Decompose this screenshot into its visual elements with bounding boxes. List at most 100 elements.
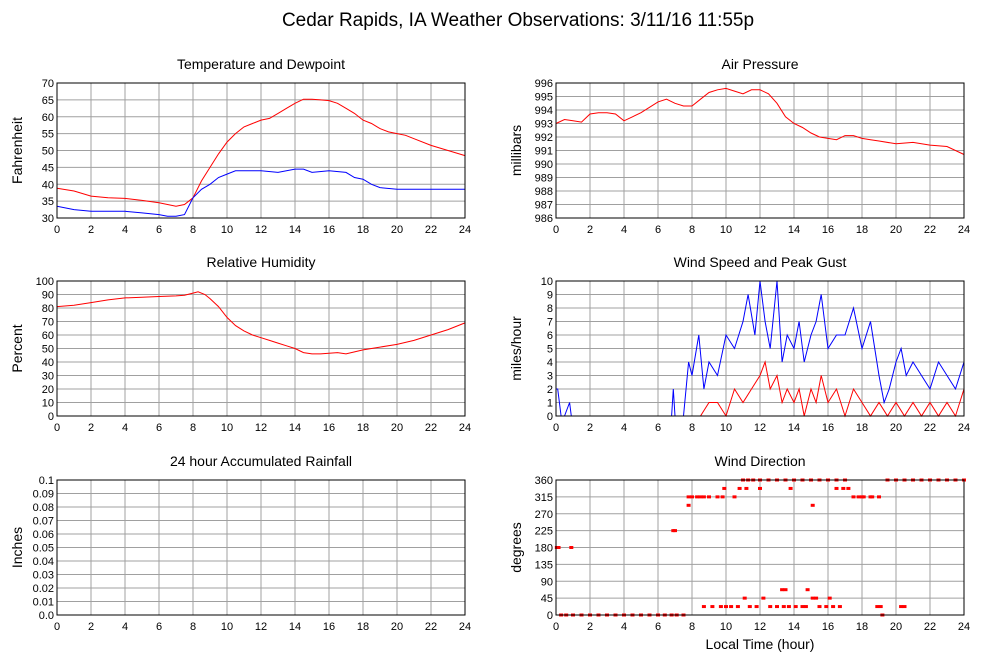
air-pressure-y-tick-label: 994 (535, 105, 553, 117)
wind-direction-point (758, 486, 762, 490)
temperature-dewpoint-x-tick-label: 0 (54, 224, 60, 236)
relative-humidity-y-tick-label: 10 (42, 398, 54, 410)
temperature-dewpoint-x-tick-label: 18 (357, 224, 369, 236)
temperature-dewpoint-x-tick-label: 24 (459, 224, 471, 236)
relative-humidity-x-tick-label: 22 (425, 422, 437, 434)
relative-humidity-chart: 0 2 4 6 8 10 12 14 16 18 20 22 240102030405060708090… (9, 254, 471, 434)
wind-direction-point (800, 605, 805, 609)
wind-direction-point (707, 495, 711, 499)
relative-humidity-series-0-line (56, 291, 466, 355)
relative-humidity-y-tick-label: 80 (42, 303, 54, 315)
temperature-dewpoint-y-tick-label: 35 (42, 196, 54, 208)
wind-direction-title: Wind Direction (714, 453, 805, 469)
wind-speed-gust-x-tick-label: 24 (958, 422, 970, 434)
wind-speed-gust-y-tick-label: 5 (547, 344, 553, 356)
wind-direction-x-tick-label: 14 (788, 621, 800, 633)
relative-humidity-x-tick-label: 16 (323, 422, 335, 434)
wind-direction-y-tick-label: 315 (535, 492, 553, 504)
rainfall-y-tick-label: 0.07 (33, 516, 54, 528)
wind-direction-point (788, 486, 793, 490)
air-pressure-x-tick-label: 12 (754, 224, 766, 236)
wind-direction-point (875, 605, 880, 609)
wind-speed-gust-x-tick-label: 6 (655, 422, 661, 434)
rainfall-x-tick-label: 8 (190, 621, 196, 633)
relative-humidity-y-tick-label: 70 (42, 317, 54, 329)
wind-direction-point (754, 605, 759, 609)
wind-direction-point (686, 495, 691, 499)
page-title: Cedar Rapids, IA Weather Observations: 3… (282, 10, 754, 31)
wind-direction-point (805, 588, 810, 592)
temperature-dewpoint-chart: 0 2 4 6 8 10 12 14 16 18 20 22 24303540455055606570T… (9, 56, 471, 236)
relative-humidity-y-tick-label: 50 (42, 344, 54, 356)
relative-humidity-y-tick-label: 60 (42, 330, 54, 342)
wind-speed-gust-y-tick-label: 1 (547, 398, 553, 410)
wind-direction-point (899, 605, 904, 609)
rainfall-y-tick-label: 0.0 (39, 610, 54, 622)
rainfall-x-tick-label: 4 (122, 621, 128, 633)
wind-direction-point (780, 588, 785, 592)
wind-direction-point (718, 605, 723, 609)
wind-direction-point (877, 495, 881, 499)
rainfall-y-tick-label: 0.06 (33, 529, 54, 541)
temperature-dewpoint-y-tick-label: 65 (42, 95, 54, 107)
rainfall-x-tick-label: 2 (88, 621, 94, 633)
wind-speed-gust-y-tick-label: 2 (547, 384, 553, 396)
rainfall-x-tick-label: 6 (156, 621, 162, 633)
air-pressure-y-tick-label: 988 (535, 186, 553, 198)
relative-humidity-title: Relative Humidity (207, 254, 316, 270)
air-pressure-chart: 0 2 4 6 8 10 12 14 16 18 20 22 249869879889899909919… (508, 56, 970, 236)
wind-direction-point (817, 605, 822, 609)
rainfall-x-tick-label: 12 (255, 621, 267, 633)
rainfall-y-tick-label: 0.04 (33, 556, 54, 568)
air-pressure-y-tick-label: 995 (535, 92, 553, 104)
air-pressure-y-tick-label: 990 (535, 159, 553, 171)
relative-humidity-x-tick-label: 20 (391, 422, 403, 434)
relative-humidity-x-tick-label: 10 (221, 422, 233, 434)
temperature-dewpoint-y-tick-label: 70 (42, 78, 54, 90)
wind-direction-y-tick-label: 225 (535, 526, 553, 538)
wind-direction-plot-frame (555, 479, 965, 616)
wind-speed-gust-y-tick-label: 3 (547, 371, 553, 383)
air-pressure-x-tick-label: 2 (587, 224, 593, 236)
wind-direction-point (851, 495, 856, 499)
temperature-dewpoint-plot-frame (56, 82, 466, 219)
wind-direction-x-tick-label: 4 (621, 621, 627, 633)
wind-direction-point (803, 605, 808, 609)
air-pressure-y-tick-label: 992 (535, 132, 553, 144)
wind-direction-point (870, 495, 875, 499)
wind-speed-gust-y-tick-label: 10 (541, 276, 553, 288)
relative-humidity-y-tick-label: 30 (42, 371, 54, 383)
wind-speed-gust-series-1-line (556, 360, 965, 418)
temperature-dewpoint-x-tick-label: 12 (255, 224, 267, 236)
wind-direction-x-tick-label: 2 (587, 621, 593, 633)
air-pressure-x-tick-label: 6 (655, 224, 661, 236)
rainfall-y-tick-label: 0.02 (33, 583, 54, 595)
wind-direction-point (793, 605, 798, 609)
air-pressure-y-tick-label: 996 (535, 78, 553, 90)
rainfall-y-tick-label: 0.1 (39, 475, 54, 487)
temperature-dewpoint-x-tick-label: 20 (391, 224, 403, 236)
wind-speed-gust-y-axis-label: miles/hour (508, 316, 524, 381)
temperature-dewpoint-y-axis-label: Fahrenheit (9, 117, 25, 184)
wind-speed-gust-x-tick-label: 20 (890, 422, 902, 434)
wind-direction-x-tick-label: 0 (553, 621, 559, 633)
wind-speed-gust-x-tick-label: 12 (754, 422, 766, 434)
wind-direction-point (824, 605, 829, 609)
wind-direction-point (810, 503, 815, 507)
wind-direction-x-tick-label: 22 (924, 621, 936, 633)
air-pressure-y-axis-label: millibars (508, 125, 524, 176)
wind-speed-gust-y-tick-label: 8 (547, 303, 553, 315)
temperature-dewpoint-x-tick-label: 2 (88, 224, 94, 236)
wind-direction-point (837, 605, 842, 609)
air-pressure-title: Air Pressure (721, 56, 798, 72)
wind-direction-point (729, 605, 734, 609)
wind-direction-point (856, 495, 861, 499)
wind-direction-point (861, 495, 866, 499)
wind-direction-point (737, 486, 742, 490)
relative-humidity-x-tick-label: 18 (357, 422, 369, 434)
wind-direction-x-tick-label: 16 (822, 621, 834, 633)
wind-direction-point (701, 495, 706, 499)
wind-direction-point (834, 486, 839, 490)
